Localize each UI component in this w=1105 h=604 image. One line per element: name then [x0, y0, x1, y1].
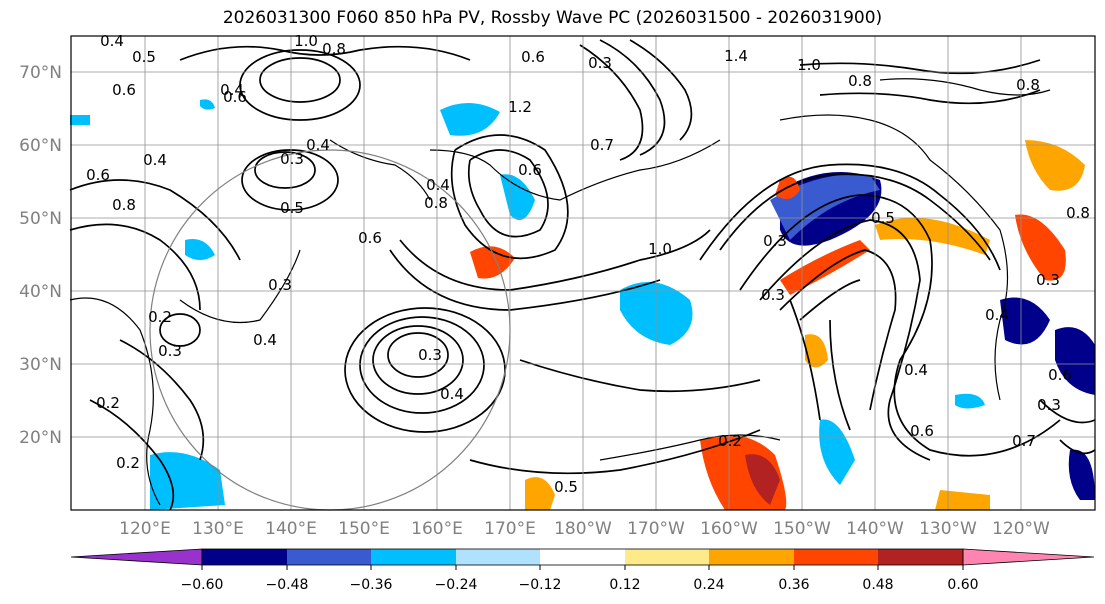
lon-tick: 170°W: [627, 519, 685, 539]
colorbar-extend-low: [70, 548, 203, 566]
contour-label: 0.6: [358, 229, 382, 247]
lon-tick: 130°E: [192, 519, 244, 539]
colorbar-bin: [456, 549, 540, 565]
contour-label: 0.2: [148, 308, 172, 326]
contour-label: 0.4: [440, 385, 464, 403]
lat-tick: 60°N: [19, 136, 62, 156]
contour-label: 0.5: [871, 209, 895, 227]
contour-label: 0.6: [112, 81, 136, 99]
colorbar-tick: 0.48: [862, 577, 893, 593]
colorbar: [70, 548, 1095, 570]
colorbar-ticks: −0.60 −0.48 −0.36 −0.24 −0.12 0.12 0.24 …: [181, 577, 979, 593]
colorbar-tick: −0.60: [181, 577, 224, 593]
colorbar-bin: [709, 549, 794, 565]
contour-label: 0.3: [761, 286, 785, 304]
lon-tick: 120°W: [992, 519, 1050, 539]
contour-label: 0.3: [158, 342, 182, 360]
contour-label: 0.8: [322, 40, 346, 58]
contour-label: 0.3: [1036, 271, 1060, 289]
lon-ticks: 120°E 130°E 140°E 150°E 160°E 170°E 180°…: [119, 519, 1050, 539]
contour-label: 0.8: [424, 194, 448, 212]
contour-label: 0.2: [718, 432, 742, 450]
colorbar-tick: 0.24: [693, 577, 724, 593]
contour-label: 0.4: [985, 306, 1009, 324]
contour-label: 0.3: [763, 232, 787, 250]
lon-tick: 160°W: [700, 519, 758, 539]
contour-label: 0.5: [132, 48, 156, 66]
colorbar-bin: [287, 549, 371, 565]
map-frame: [70, 35, 1096, 511]
contour-label: 0.8: [1066, 204, 1090, 222]
contour-label: 0.4: [904, 361, 928, 379]
lon-tick: 150°W: [773, 519, 831, 539]
contour-label: 0.4: [220, 81, 244, 99]
lat-tick: 70°N: [19, 63, 62, 83]
contour-label: 0.4: [143, 151, 167, 169]
contour-label: 0.6: [1048, 366, 1072, 384]
contour-label: 0.4: [426, 176, 450, 194]
colorbar-tick: 0.12: [609, 577, 640, 593]
coastline-layer: [69, 78, 1051, 506]
contour-label: 0.4: [100, 32, 124, 50]
lon-tick: 120°E: [119, 519, 171, 539]
lon-tick: 140°E: [265, 519, 317, 539]
contour-label: 0.6: [86, 166, 110, 184]
colorbar-tick: −0.12: [519, 577, 562, 593]
colorbar-tick: 0.36: [778, 577, 809, 593]
contour-label: 0.8: [112, 196, 136, 214]
colorbar-bin: [625, 549, 709, 565]
contour-label: 0.4: [253, 331, 277, 349]
colorbar-tick: −0.36: [350, 577, 393, 593]
colorbar-bin: [371, 549, 456, 565]
contour-layer: [69, 39, 1096, 511]
contour-labels: 0.40.51.0 0.80.60.6 0.3 1.4 1.00.8 0.80.40.61…: [86, 32, 1090, 496]
contour-label: 0.5: [554, 478, 578, 496]
contour-label: 0.3: [1037, 396, 1061, 414]
lon-tick: 160°E: [411, 519, 463, 539]
lat-tick: 50°N: [19, 209, 62, 229]
contour-label: 0.5: [280, 199, 304, 217]
contour-label: 0.3: [588, 54, 612, 72]
lon-tick: 130°W: [919, 519, 977, 539]
contour-label: 0.8: [1016, 76, 1040, 94]
colorbar-bin: [878, 549, 963, 565]
colorbar-tick: 0.60: [947, 577, 978, 593]
contour-label: 0.6: [223, 88, 247, 106]
colorbar-bin: [794, 549, 878, 565]
contour-label: 1.0: [648, 240, 672, 258]
contour-label: 0.3: [280, 150, 304, 168]
graticule: [71, 36, 1095, 511]
contour-label: 1.2: [508, 98, 532, 116]
lon-tick: 180°W: [554, 519, 612, 539]
colorbar-bin: [202, 549, 287, 565]
contour-label: 0.3: [418, 346, 442, 364]
lon-tick: 170°E: [484, 519, 536, 539]
lat-tick: 20°N: [19, 428, 62, 448]
contour-label: 1.4: [724, 47, 748, 65]
contour-label: 0.8: [848, 72, 872, 90]
colorbar-bin: [540, 549, 625, 565]
colorbar-tick: −0.24: [435, 577, 478, 593]
contour-label: 0.6: [518, 161, 542, 179]
shading-layer: [70, 99, 1095, 510]
contour-label: 0.7: [1012, 432, 1036, 450]
contour-label: 0.6: [910, 422, 934, 440]
contour-label: 1.0: [797, 56, 821, 74]
lat-ticks: 70°N 60°N 50°N 40°N 30°N 20°N: [19, 63, 62, 448]
colorbar-tick: −0.48: [266, 577, 309, 593]
contour-label: 0.7: [590, 136, 614, 154]
contour-label: 0.4: [306, 136, 330, 154]
contour-label: 0.2: [96, 394, 120, 412]
lat-tick: 30°N: [19, 355, 62, 375]
lon-tick: 150°E: [338, 519, 390, 539]
contour-label: 0.6: [521, 48, 545, 66]
contour-label: 1.0: [294, 32, 318, 50]
lon-tick: 140°W: [846, 519, 904, 539]
map-title: 2026031300 F060 850 hPa PV, Rossby Wave …: [222, 8, 883, 28]
lat-tick: 40°N: [19, 282, 62, 302]
contour-label: 0.3: [268, 276, 292, 294]
contour-label: 0.2: [116, 454, 140, 472]
colorbar-extend-high: [962, 548, 1095, 566]
